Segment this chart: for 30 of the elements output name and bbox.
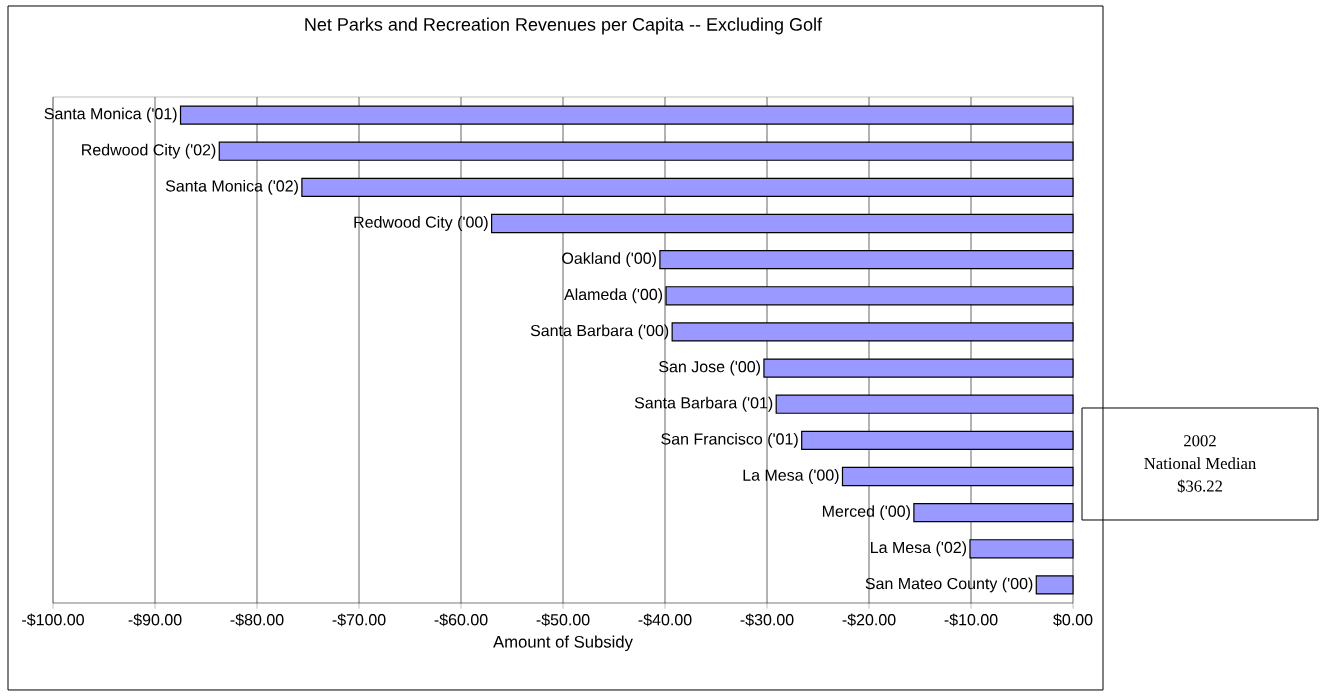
y-tick-label: San Mateo County ('00) bbox=[865, 577, 1033, 593]
text: National Median bbox=[1144, 457, 1256, 470]
y-tick-label: Redwood City ('02) bbox=[82, 143, 216, 159]
x-tick-label: -$100.00 bbox=[22, 613, 84, 627]
y-tick-label: San Jose ('00) bbox=[659, 360, 760, 376]
x-tick-label: $0.00 bbox=[1053, 613, 1093, 627]
y-tick-label: Oakland ('00) bbox=[562, 252, 656, 268]
y-tick-label: Redwood City ('00) bbox=[354, 216, 488, 231]
y-tick-label: Santa Monica ('01) bbox=[44, 107, 177, 123]
x-tick-label: -$70.00 bbox=[332, 613, 386, 627]
x-tick-label: -$20.00 bbox=[842, 613, 896, 627]
chart-title: Net Parks and Recreation Revenues per Capita -- Excluding Golf bbox=[305, 17, 823, 35]
text: 2002 bbox=[1184, 435, 1216, 447]
y-tick-label: Santa Monica ('02) bbox=[165, 179, 298, 195]
x-tick-label: -$30.00 bbox=[740, 613, 794, 627]
x-tick-label: -$60.00 bbox=[434, 613, 488, 627]
x-tick-label: -$40.00 bbox=[638, 613, 692, 627]
x-tick-label: -$10.00 bbox=[944, 613, 998, 627]
y-tick-label: La Mesa ('00) bbox=[743, 469, 839, 484]
text: $36.22 bbox=[1177, 479, 1223, 493]
x-tick-label: -$90.00 bbox=[128, 613, 182, 627]
x-axis-title: Amount of Subsidy bbox=[493, 635, 633, 652]
y-tick-label: Merced ('00) bbox=[822, 505, 910, 521]
y-tick-label: Santa Barbara ('00) bbox=[530, 324, 669, 340]
y-tick-label: Alameda ('00) bbox=[564, 288, 663, 304]
y-tick-label: Santa Barbara ('01) bbox=[634, 396, 773, 412]
x-tick-label: -$80.00 bbox=[230, 613, 284, 627]
y-tick-label: La Mesa ('02) bbox=[871, 541, 967, 557]
x-tick-label: -$50.00 bbox=[536, 613, 590, 627]
y-tick-label: San Francisco ('01) bbox=[661, 432, 798, 448]
